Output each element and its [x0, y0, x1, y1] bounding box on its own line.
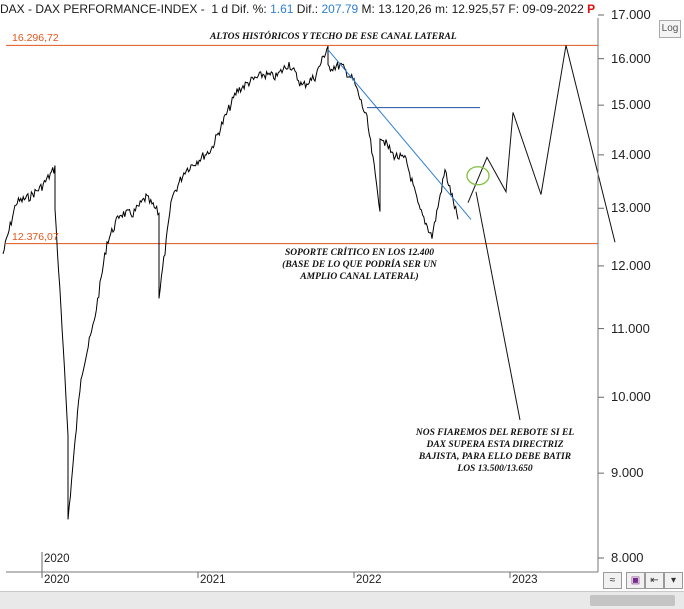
dif-value: 207.79	[321, 2, 359, 16]
level-lines	[6, 44, 598, 245]
date-value: 09-09-2022	[522, 2, 584, 16]
level-label-support: 12.376,07	[12, 231, 59, 243]
axis-ticks	[41, 14, 604, 578]
y-tick-label: 12.000	[611, 257, 651, 273]
y-tick-label: 15.000	[611, 97, 651, 113]
drawings	[327, 45, 616, 421]
max-label: M:	[361, 2, 375, 16]
x-tick-label: 2023	[512, 574, 538, 586]
log-scale-button[interactable]: Log	[659, 20, 681, 38]
y-tick-label: 16.000	[611, 50, 651, 66]
dif-pct-value: 1.61	[270, 2, 294, 16]
annotation-bounce-line-4: LOS 13.500/13.650	[457, 464, 533, 474]
plot-area	[6, 18, 598, 572]
annotation-bounce: NOS FIAREMOS DEL REBOTE SI EL DAX SUPERA…	[400, 427, 590, 475]
y-tick-label: 8.000	[611, 550, 644, 565]
pan-icon[interactable]: ⇤	[645, 572, 664, 589]
callout-arrow	[475, 191, 521, 421]
dif-pct-label: Dif. %:	[231, 2, 267, 16]
symbol-name: DAX - DAX PERFORMANCE-INDEX -	[0, 2, 205, 16]
min-label: m:	[434, 2, 449, 16]
y-tick-label: 10.000	[611, 389, 651, 405]
annotation-support: SOPORTE CRÍTICO EN LOS 12.400 (BASE DE L…	[262, 247, 457, 283]
projection-path	[467, 45, 616, 243]
level-label-high: 16.296,72	[12, 32, 59, 44]
price-series-line	[2, 45, 459, 520]
zoom-fit-icon[interactable]: ≈	[603, 572, 622, 589]
max-value: 13.120,26	[378, 2, 432, 16]
y-tick-label: 9.000	[611, 465, 644, 481]
y-tick-label: 14.000	[611, 146, 651, 162]
date-label: F:	[508, 2, 520, 16]
y-tick-label: 11.000	[611, 320, 650, 336]
period: 1 d	[211, 2, 229, 16]
annotation-support-line-2: (BASE DE LO QUE PODRÍA SER UN	[282, 260, 437, 270]
annotation-bounce-line-2: DAX SUPERA ESTA DIRECTRIZ	[426, 440, 564, 450]
annotation-bounce-line-1: NOS FIAREMOS DEL REBOTE SI EL	[415, 428, 575, 438]
x-tick-label-inner: 2020	[44, 553, 70, 565]
status-flag: P	[587, 2, 596, 16]
annotation-highs: ALTOS HISTÓRICOS Y TECHO DE ESE CANAL LA…	[210, 32, 457, 42]
annotation-support-line-1: SOPORTE CRÍTICO EN LOS 12.400	[284, 248, 435, 258]
min-value: 12.925,57	[451, 2, 506, 16]
x-tick-label: 2021	[200, 574, 226, 586]
annotation-bounce-line-3: BAJISTA, PARA ELLO DEBE BATIR	[418, 452, 572, 462]
y-tick-label: 17.000	[611, 7, 651, 22]
save-icon[interactable]: ▣	[626, 572, 645, 589]
horizontal-scrollbar[interactable]	[0, 591, 684, 609]
y-tick-label: 13.000	[611, 200, 651, 216]
x-tick-label: 2020	[44, 574, 70, 586]
x-tick-label: 2022	[356, 574, 382, 586]
dif-label: Dif.:	[296, 2, 319, 16]
chart-header: DAX - DAX PERFORMANCE-INDEX - 1 d Dif. %…	[0, 0, 684, 18]
scrollbar-thumb[interactable]	[590, 595, 675, 606]
bearish-trendline	[327, 49, 472, 220]
settings-icon[interactable]: ▾	[664, 572, 683, 589]
breakout-circle	[466, 166, 490, 186]
annotation-support-line-3: AMPLIO CANAL LATERAL)	[300, 272, 419, 282]
